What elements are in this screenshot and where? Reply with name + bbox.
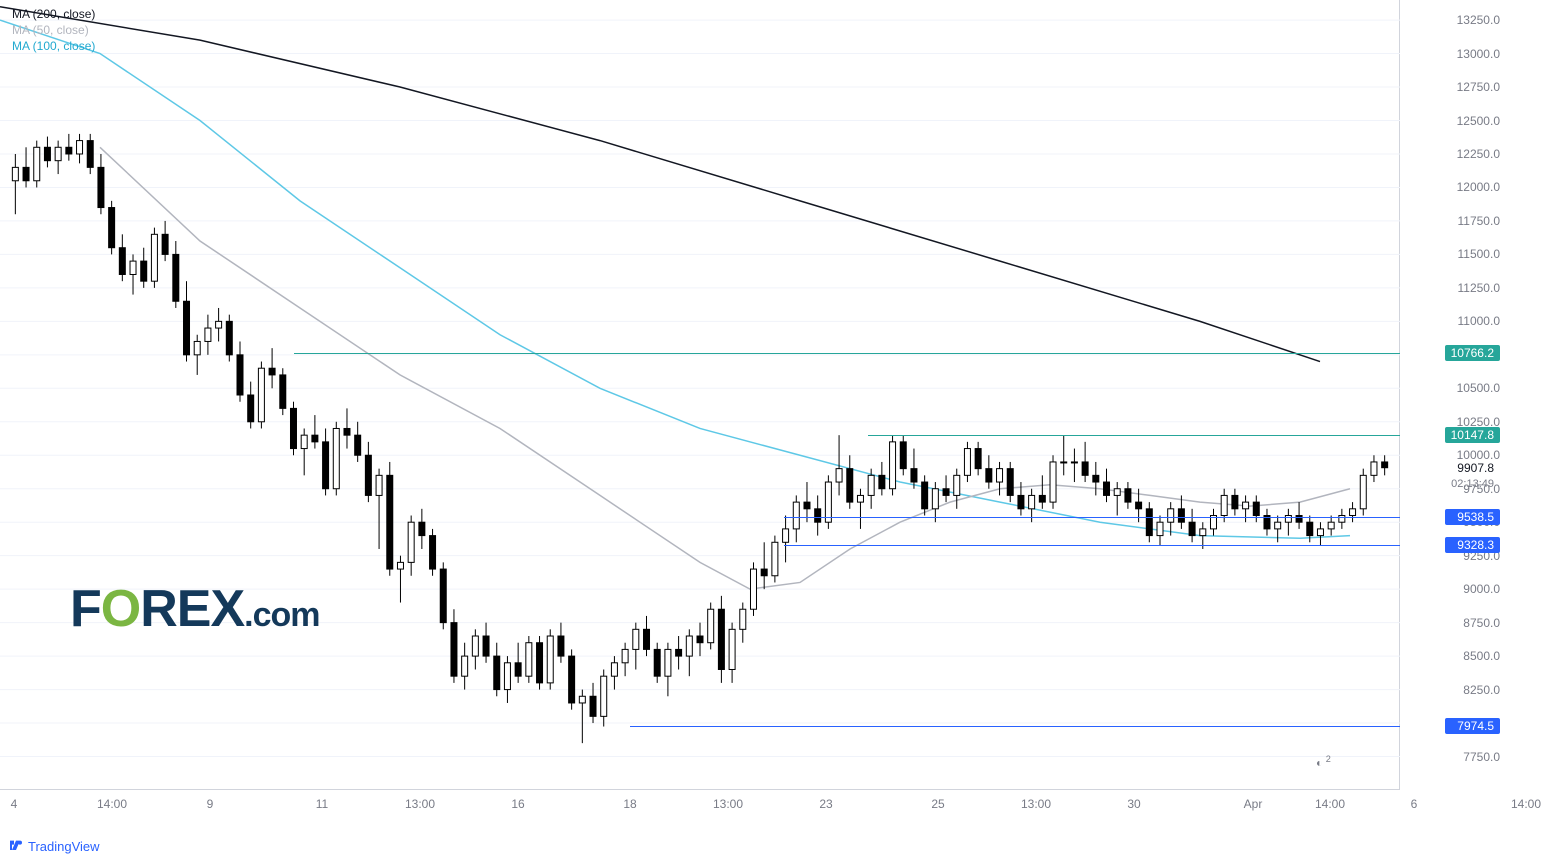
chart-container: MA (200, close) MA (50, close) MA (100, … [0,0,1560,862]
logo-rex: REX [140,580,244,638]
x-tick: Apr [1244,797,1263,811]
y-axis[interactable]: 7750.08000.08250.08500.08750.09000.09250… [1400,0,1500,790]
x-tick: 13:00 [405,797,435,811]
x-tick: 14:00 [97,797,127,811]
price-label: 10766.2 [1445,345,1500,361]
y-tick: 8250.0 [1455,683,1500,697]
y-tick: 12750.0 [1449,80,1500,94]
y-tick: 11000.0 [1450,314,1501,328]
logo-dotcom: .com [244,596,319,634]
ma200-legend: MA (200, close) [12,6,95,22]
price-label: 7974.5 [1445,718,1500,734]
x-tick: 23 [819,797,832,811]
badge-icon: ◐ 2 [1316,754,1331,770]
candlestick-svg [0,0,1400,790]
y-tick: 11500.0 [1450,247,1501,261]
horizontal-line[interactable] [294,353,1400,354]
horizontal-line[interactable] [784,545,1400,546]
y-tick: 8750.0 [1455,616,1500,630]
x-tick: 6 [1411,797,1418,811]
price-label: 9328.3 [1445,537,1500,553]
y-tick: 10500.0 [1449,381,1500,395]
price-label: 10147.8 [1445,427,1500,443]
countdown-timer: 02:13:49 [1445,478,1500,490]
x-tick: 14:00 [1315,797,1345,811]
forex-logo: FOREX.com [70,579,320,639]
ma-legend: MA (200, close) MA (50, close) MA (100, … [12,6,95,54]
y-tick: 11250.0 [1450,281,1501,295]
tradingview-icon [8,838,24,854]
ma50-legend: MA (50, close) [12,22,95,38]
horizontal-line[interactable] [630,726,1400,727]
x-axis[interactable]: 4 14:00 9 11 13:00 16 18 13:00 23 25 13:00 30 Apr 14:… [0,792,1400,822]
y-tick: 7750.0 [1455,750,1500,764]
y-tick: 12250.0 [1449,147,1500,161]
x-tick: 18 [623,797,636,811]
x-tick: 4 [11,797,18,811]
tradingview-label: TradingView [28,839,100,854]
y-tick: 13000.0 [1449,47,1500,61]
y-tick: 13250.0 [1449,13,1500,27]
last-price-label: 9907.8 [1445,460,1500,476]
logo-o: O [101,580,140,638]
y-tick: 11750.0 [1450,214,1501,228]
horizontal-line[interactable] [784,517,1400,518]
x-tick: 14:00 [1511,797,1541,811]
ma100-legend: MA (100, close) [12,38,95,54]
tradingview-brand[interactable]: TradingView [8,838,100,854]
x-tick: 11 [316,797,328,811]
x-tick: 9 [207,797,214,811]
y-tick: 8500.0 [1455,649,1500,663]
plot-area[interactable]: MA (200, close) MA (50, close) MA (100, … [0,0,1400,790]
x-tick: 13:00 [713,797,743,811]
x-tick: 30 [1127,797,1140,811]
logo-f: F [70,580,101,638]
y-tick: 12000.0 [1449,180,1500,194]
x-tick: 25 [931,797,944,811]
y-tick: 9000.0 [1455,582,1500,596]
y-tick: 12500.0 [1449,114,1500,128]
price-label: 9538.5 [1445,509,1500,525]
x-tick: 16 [511,797,524,811]
x-tick: 13:00 [1021,797,1051,811]
horizontal-line[interactable] [868,435,1400,436]
